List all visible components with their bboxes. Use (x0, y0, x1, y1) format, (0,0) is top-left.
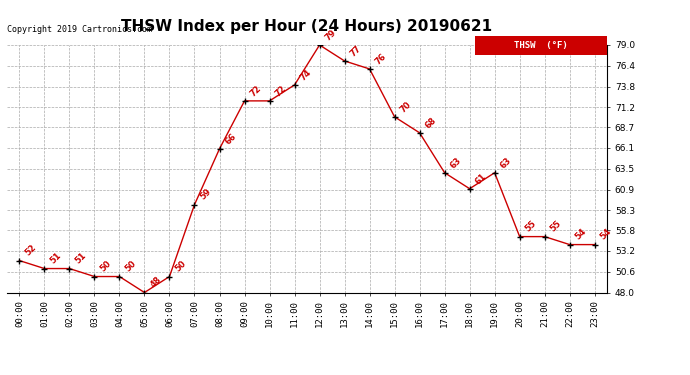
Text: 61: 61 (474, 171, 489, 186)
Text: 55: 55 (524, 219, 538, 234)
Text: 76: 76 (374, 52, 388, 66)
Text: 63: 63 (448, 155, 464, 170)
Title: THSW Index per Hour (24 Hours) 20190621: THSW Index per Hour (24 Hours) 20190621 (121, 19, 493, 34)
Text: 72: 72 (248, 84, 264, 98)
Text: 51: 51 (48, 251, 63, 266)
Text: 52: 52 (23, 243, 38, 258)
Text: 66: 66 (224, 131, 238, 146)
Text: 54: 54 (599, 227, 613, 242)
Text: 50: 50 (124, 259, 138, 274)
Text: 77: 77 (348, 44, 363, 58)
Text: 50: 50 (174, 259, 188, 274)
Text: 72: 72 (274, 84, 288, 98)
Text: 48: 48 (148, 275, 164, 290)
Text: 70: 70 (399, 100, 413, 114)
Text: 54: 54 (574, 227, 589, 242)
Text: 50: 50 (99, 259, 113, 274)
Text: 51: 51 (74, 251, 88, 266)
Text: Copyright 2019 Cartronics.com: Copyright 2019 Cartronics.com (7, 25, 152, 34)
Text: 79: 79 (324, 28, 338, 42)
Text: 59: 59 (199, 188, 213, 202)
Text: 55: 55 (549, 219, 564, 234)
Text: 68: 68 (424, 116, 438, 130)
Text: 74: 74 (299, 68, 313, 82)
Text: 63: 63 (499, 155, 513, 170)
